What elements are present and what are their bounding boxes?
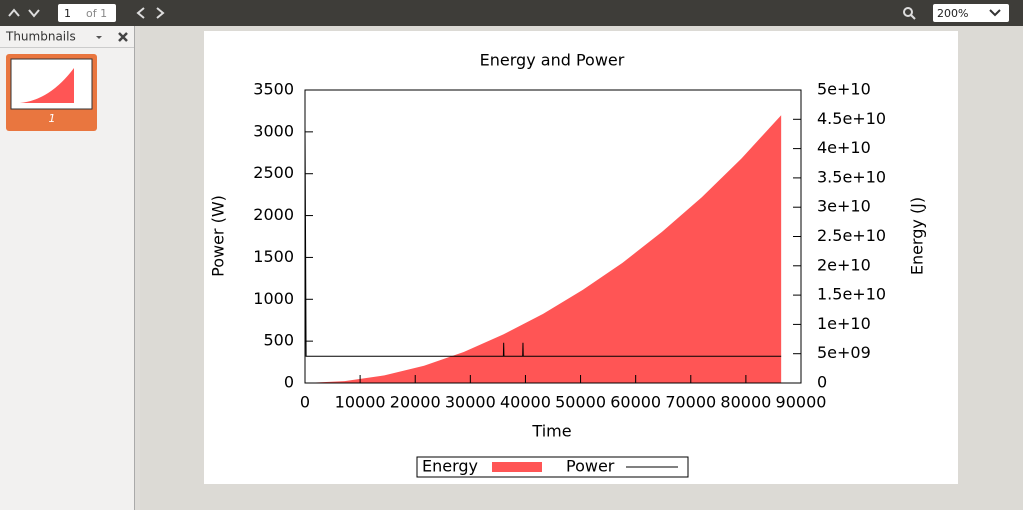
thumbnail-preview (20, 68, 74, 103)
y2-tick-label: 2.5e+10 (817, 226, 886, 245)
x-tick-label: 70000 (665, 393, 716, 412)
page-nav-buttons[interactable] (8, 8, 40, 18)
y-tick-label: 1000 (253, 289, 294, 308)
y-axis-label: Power (W) (209, 195, 228, 277)
y2-tick-label: 3.5e+10 (817, 167, 886, 186)
search-button[interactable] (903, 7, 916, 20)
sidebar-title: Thumbnails (5, 30, 76, 44)
chart-title: Energy and Power (480, 51, 625, 70)
y-tick-label: 3500 (253, 80, 294, 99)
y-tick-label: 2000 (253, 205, 294, 224)
power-line (304, 125, 782, 357)
legend-swatch (492, 462, 542, 472)
y2-tick-label: 2e+10 (817, 255, 871, 274)
y2-tick-label: 1.5e+10 (817, 285, 886, 304)
chart: Energy and Power Time Power (W) Energy (… (209, 51, 927, 478)
x-tick-label: 10000 (335, 393, 386, 412)
y-tick-label: 1500 (253, 247, 294, 266)
y2-tick-label: 5e+09 (817, 343, 871, 362)
x-tick-label: 40000 (500, 393, 551, 412)
y2-tick-label: 5e+10 (817, 80, 871, 99)
y2-tick-label: 4.5e+10 (817, 109, 886, 128)
sidebar-close[interactable] (118, 32, 128, 42)
sidebar-menu[interactable] (96, 36, 102, 39)
y-tick-label: 2500 (253, 163, 294, 182)
page-entry[interactable] (58, 4, 116, 22)
zoom-select[interactable] (933, 4, 1009, 22)
x-axis-label: Time (531, 422, 571, 441)
y-tick-label: 3000 (253, 121, 294, 140)
y-tick-label: 0 (284, 373, 294, 392)
x-tick-label: 30000 (445, 393, 496, 412)
y2-tick-label: 4e+10 (817, 138, 871, 157)
x-tick-label: 90000 (776, 393, 827, 412)
y2-tick-label: 0 (817, 373, 827, 392)
document-page (204, 31, 958, 484)
zoom-arrow (989, 9, 1001, 17)
thumbnail-label: 1 (49, 112, 56, 125)
history-buttons[interactable] (136, 7, 165, 19)
x-tick-label: 50000 (555, 393, 606, 412)
toolbar (0, 0, 1023, 26)
legend-box (416, 456, 689, 478)
page-count: of 1 (86, 7, 107, 20)
x-tick-label: 60000 (610, 393, 661, 412)
y2-tick-label: 1e+10 (817, 314, 871, 333)
x-tick-label: 20000 (390, 393, 441, 412)
x-tick-label: 80000 (720, 393, 771, 412)
y-tick-label: 500 (263, 331, 294, 350)
y2-tick-label: 3e+10 (817, 197, 871, 216)
energy-area (305, 115, 782, 383)
legend-label: Energy (422, 457, 478, 476)
zoom-value: 200% (937, 7, 968, 20)
x-tick-label: 0 (300, 393, 310, 412)
y2-axis-label: Energy (J) (908, 197, 927, 275)
legend-label: Power (566, 457, 615, 476)
page-number: 1 (64, 7, 71, 20)
